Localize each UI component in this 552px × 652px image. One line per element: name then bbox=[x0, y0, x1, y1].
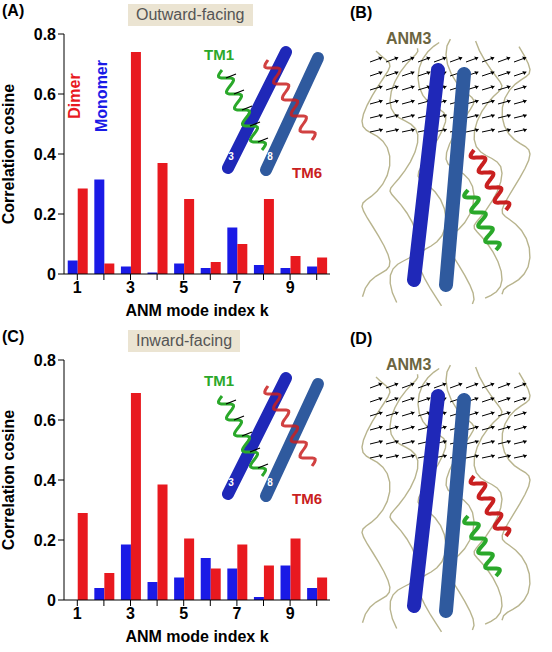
html-text:Outward-facing: Outward-facing bbox=[136, 6, 245, 23]
svg-text:3: 3 bbox=[228, 151, 234, 162]
svg-text:8: 8 bbox=[267, 151, 273, 162]
svg-text:0: 0 bbox=[47, 266, 56, 283]
svg-text:TM1: TM1 bbox=[204, 46, 234, 63]
svg-text:(B): (B) bbox=[350, 4, 372, 21]
svg-text:TM1: TM1 bbox=[204, 372, 234, 389]
svg-text:1: 1 bbox=[73, 605, 82, 622]
svg-text:0.4: 0.4 bbox=[34, 472, 56, 489]
svg-text:TM6: TM6 bbox=[292, 164, 322, 181]
svg-text:5: 5 bbox=[179, 605, 188, 622]
svg-text:(D): (D) bbox=[350, 330, 372, 347]
svg-text:0.8: 0.8 bbox=[34, 352, 56, 369]
svg-text:Correlation cosine: Correlation cosine bbox=[0, 84, 17, 225]
svg-text:0.6: 0.6 bbox=[34, 412, 56, 429]
html-text:(A): (A) bbox=[2, 2, 25, 19]
svg-text:8: 8 bbox=[267, 477, 273, 488]
svg-text:9: 9 bbox=[286, 279, 295, 296]
svg-text:0.2: 0.2 bbox=[34, 206, 56, 223]
svg-text:0.4: 0.4 bbox=[34, 146, 56, 163]
svg-text:3: 3 bbox=[126, 279, 135, 296]
svg-text:ANM3: ANM3 bbox=[386, 356, 431, 373]
svg-text:1: 1 bbox=[73, 279, 82, 296]
svg-text:3: 3 bbox=[228, 477, 234, 488]
svg-text:7: 7 bbox=[232, 605, 241, 622]
html-text:Inward-facing: Inward-facing bbox=[136, 332, 232, 349]
svg-text:TM6: TM6 bbox=[292, 490, 322, 507]
svg-text:Correlation cosine: Correlation cosine bbox=[0, 410, 17, 551]
svg-text:7: 7 bbox=[232, 279, 241, 296]
html-text:(C): (C) bbox=[2, 328, 25, 345]
svg-text:9: 9 bbox=[286, 605, 295, 622]
svg-text:ANM mode index k: ANM mode index k bbox=[125, 628, 268, 644]
svg-text:ANM mode index k: ANM mode index k bbox=[125, 302, 268, 318]
svg-text:0: 0 bbox=[47, 592, 56, 609]
svg-text:Dimer: Dimer bbox=[66, 73, 83, 118]
svg-text:5: 5 bbox=[179, 279, 188, 296]
svg-text:ANM3: ANM3 bbox=[386, 30, 431, 47]
svg-text:0.8: 0.8 bbox=[34, 26, 56, 43]
svg-text:0.2: 0.2 bbox=[34, 532, 56, 549]
svg-text:Monomer: Monomer bbox=[93, 60, 110, 132]
svg-text:0.6: 0.6 bbox=[34, 86, 56, 103]
svg-text:3: 3 bbox=[126, 605, 135, 622]
